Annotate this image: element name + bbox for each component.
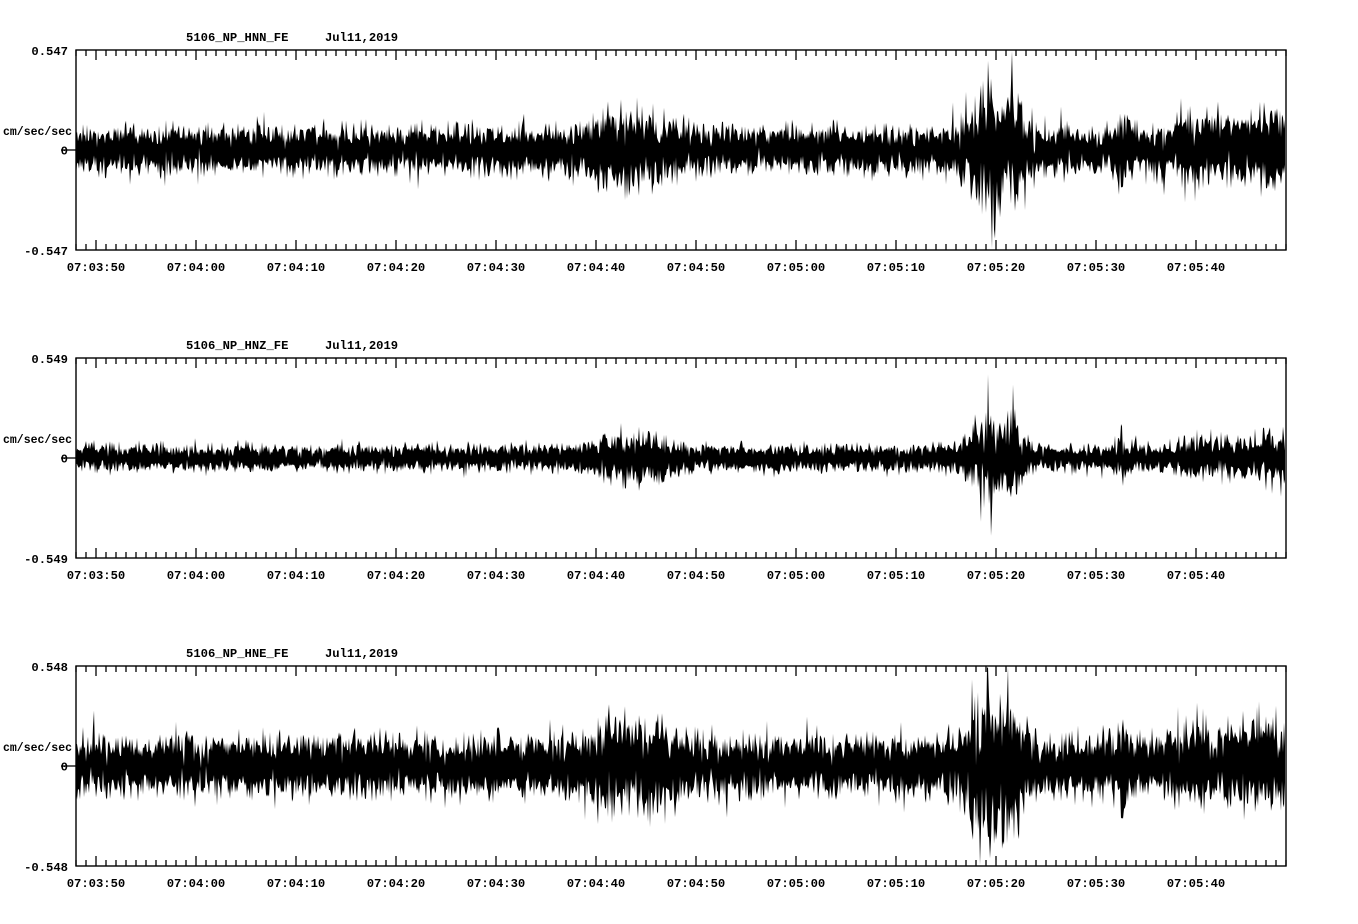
svg-text:07:05:10: 07:05:10 <box>867 569 926 583</box>
svg-text:07:05:40: 07:05:40 <box>1167 877 1226 891</box>
svg-text:0: 0 <box>61 761 68 775</box>
svg-text:07:05:20: 07:05:20 <box>967 569 1026 583</box>
svg-text:07:05:10: 07:05:10 <box>867 261 926 275</box>
svg-text:-0.547: -0.547 <box>24 245 68 259</box>
svg-text:0.549: 0.549 <box>31 353 68 367</box>
svg-text:5106_NP_HNZ_FE Jul11,2019: 5106_NP_HNZ_FE Jul11,2019 <box>186 339 398 353</box>
svg-text:0.547: 0.547 <box>31 45 68 59</box>
svg-text:07:04:20: 07:04:20 <box>367 877 426 891</box>
svg-text:07:04:10: 07:04:10 <box>267 261 326 275</box>
svg-text:0: 0 <box>61 453 68 467</box>
svg-text:07:05:20: 07:05:20 <box>967 877 1026 891</box>
svg-text:07:04:00: 07:04:00 <box>167 569 226 583</box>
svg-text:07:04:00: 07:04:00 <box>167 877 226 891</box>
svg-text:07:04:50: 07:04:50 <box>667 569 726 583</box>
svg-text:-0.549: -0.549 <box>24 553 68 567</box>
svg-text:0: 0 <box>61 145 68 159</box>
svg-text:07:05:30: 07:05:30 <box>1067 261 1126 275</box>
svg-text:07:04:10: 07:04:10 <box>267 877 326 891</box>
svg-text:07:04:50: 07:04:50 <box>667 261 726 275</box>
svg-text:07:03:50: 07:03:50 <box>67 877 126 891</box>
svg-text:cm/sec/sec: cm/sec/sec <box>3 434 72 447</box>
svg-text:07:05:40: 07:05:40 <box>1167 569 1226 583</box>
svg-text:07:04:30: 07:04:30 <box>467 569 526 583</box>
svg-text:07:05:20: 07:05:20 <box>967 261 1026 275</box>
svg-text:07:04:30: 07:04:30 <box>467 261 526 275</box>
svg-text:07:04:50: 07:04:50 <box>667 877 726 891</box>
svg-text:07:04:20: 07:04:20 <box>367 569 426 583</box>
svg-text:cm/sec/sec: cm/sec/sec <box>3 742 72 755</box>
svg-text:5106_NP_HNE_FE Jul11,2019: 5106_NP_HNE_FE Jul11,2019 <box>186 647 398 661</box>
svg-text:07:04:40: 07:04:40 <box>567 261 626 275</box>
svg-text:07:05:10: 07:05:10 <box>867 877 926 891</box>
svg-text:07:04:00: 07:04:00 <box>167 261 226 275</box>
svg-text:07:04:30: 07:04:30 <box>467 877 526 891</box>
svg-text:07:03:50: 07:03:50 <box>67 261 126 275</box>
svg-text:07:04:40: 07:04:40 <box>567 877 626 891</box>
svg-text:07:05:00: 07:05:00 <box>767 877 826 891</box>
svg-text:-0.548: -0.548 <box>24 861 68 875</box>
svg-text:07:03:50: 07:03:50 <box>67 569 126 583</box>
svg-text:5106_NP_HNN_FE Jul11,2019: 5106_NP_HNN_FE Jul11,2019 <box>186 31 398 45</box>
svg-text:cm/sec/sec: cm/sec/sec <box>3 126 72 139</box>
svg-text:07:05:30: 07:05:30 <box>1067 569 1126 583</box>
svg-text:07:04:20: 07:04:20 <box>367 261 426 275</box>
svg-text:07:04:10: 07:04:10 <box>267 569 326 583</box>
svg-text:07:05:00: 07:05:00 <box>767 569 826 583</box>
svg-text:07:05:30: 07:05:30 <box>1067 877 1126 891</box>
svg-text:07:05:00: 07:05:00 <box>767 261 826 275</box>
svg-text:0.548: 0.548 <box>31 661 68 675</box>
svg-text:07:05:40: 07:05:40 <box>1167 261 1226 275</box>
svg-text:07:04:40: 07:04:40 <box>567 569 626 583</box>
